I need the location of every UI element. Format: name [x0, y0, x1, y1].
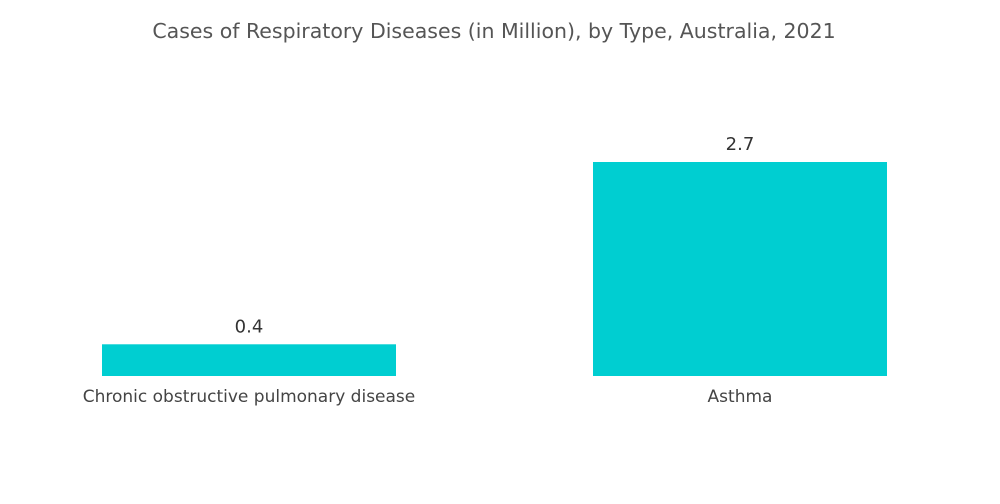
bar-0	[102, 344, 396, 376]
bar-1	[593, 162, 887, 376]
bars-group: 0.4 Chronic obstructive pulmonary disease…	[83, 134, 887, 407]
bar-value-label-0: 0.4	[235, 316, 264, 337]
chart-title: Cases of Respiratory Diseases (in Millio…	[152, 19, 835, 43]
category-label-1: Asthma	[708, 387, 773, 407]
category-label-0: Chronic obstructive pulmonary disease	[83, 387, 416, 407]
bar-value-label-1: 2.7	[726, 134, 755, 155]
